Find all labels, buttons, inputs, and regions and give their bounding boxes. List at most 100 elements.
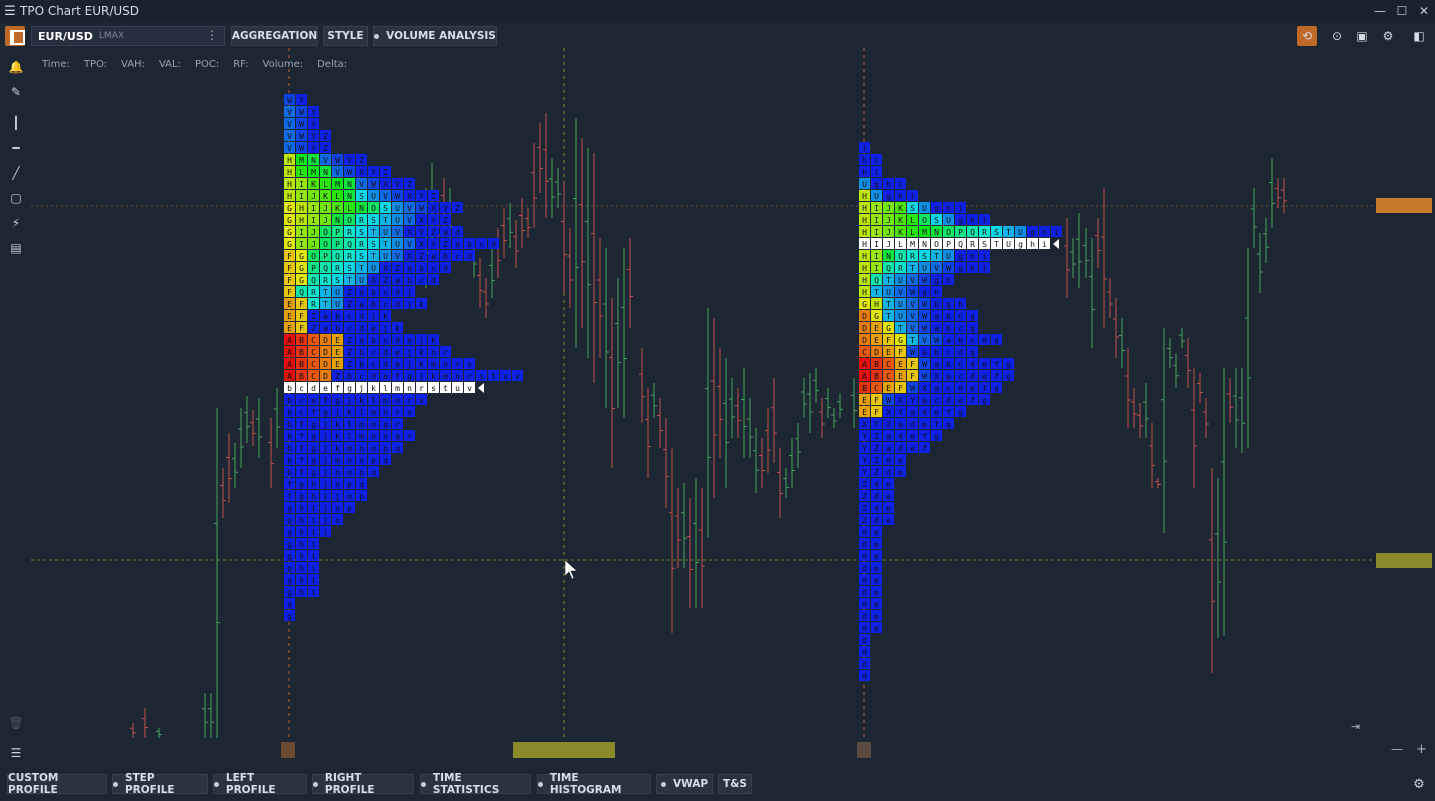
sidebar-toggle-icon[interactable]: ◧ bbox=[1413, 29, 1425, 43]
tpo-cell bbox=[308, 154, 319, 165]
maximize-icon[interactable]: ☐ bbox=[1396, 4, 1408, 18]
tpo-letter: g bbox=[934, 432, 939, 441]
instrument-selector[interactable]: EUR/USD LMAX ⋮ bbox=[31, 26, 225, 46]
tpo-letter: c bbox=[299, 408, 304, 417]
tpo-cell bbox=[308, 550, 319, 561]
profile-tool-button[interactable]: RIGHT PROFILE bbox=[312, 772, 414, 796]
profile-tool-button[interactable]: CUSTOM PROFILE bbox=[7, 772, 107, 796]
tpo-letter: S bbox=[371, 216, 376, 225]
tpo-letter: g bbox=[287, 588, 292, 597]
profile-tool-button[interactable]: TIME HISTOGRAM bbox=[537, 772, 651, 796]
vertical-line-icon[interactable]: ┃ bbox=[12, 116, 20, 130]
tpo-cell bbox=[332, 190, 343, 201]
tpo-letter: g bbox=[287, 600, 292, 609]
tpo-letter: d bbox=[970, 372, 975, 381]
more-options-icon[interactable]: ⋮ bbox=[206, 28, 218, 42]
tpo-letter: g bbox=[299, 492, 304, 501]
tpo-letter: e bbox=[970, 384, 975, 393]
style-button[interactable]: STYLE bbox=[323, 26, 368, 46]
close-icon[interactable]: ✕ bbox=[1418, 4, 1430, 18]
profile-tool-button[interactable]: VWAP bbox=[656, 774, 713, 794]
tpo-cell bbox=[284, 286, 295, 297]
zoom-in-icon[interactable]: + bbox=[1416, 742, 1427, 757]
tpo-cell bbox=[308, 322, 319, 333]
panel-toggle-button[interactable] bbox=[5, 26, 25, 46]
tpo-letter: T bbox=[910, 264, 915, 273]
aggregation-button[interactable]: AGGREGATION bbox=[231, 26, 318, 46]
tpo-cell bbox=[368, 442, 379, 453]
gear-icon[interactable]: ⚙ bbox=[1413, 776, 1425, 792]
tpo-cell bbox=[332, 394, 343, 405]
rectangle-icon[interactable]: ▢ bbox=[10, 191, 22, 205]
gear-icon[interactable]: ⚙ bbox=[1382, 29, 1394, 43]
crosshair-price-tag bbox=[1376, 553, 1432, 568]
tpo-cell bbox=[859, 202, 870, 213]
tpo-profile[interactable]: W YV W YV W YV W Y ZV W Y ZH M N V W Y ZH L M N V W X Y ZH I K L M N V W… bbox=[284, 94, 523, 621]
volume-analysis-button[interactable]: VOLUME ANALYSIS bbox=[373, 26, 497, 46]
tpo-cell bbox=[907, 250, 918, 261]
scroll-to-end-icon[interactable]: ⇥ bbox=[1351, 720, 1361, 733]
header-field: VAL: bbox=[158, 59, 181, 70]
trend-line-icon[interactable]: ╱ bbox=[12, 166, 20, 180]
profile-tool-button[interactable]: T&S bbox=[718, 774, 752, 794]
tpo-cell bbox=[344, 490, 355, 501]
tpo-cell bbox=[296, 406, 307, 417]
profile-tool-button[interactable]: LEFT PROFILE bbox=[213, 772, 307, 796]
tpo-cell bbox=[907, 406, 918, 417]
replay-icon[interactable]: ⟲ bbox=[1297, 26, 1317, 46]
horizontal-line-icon[interactable]: ━ bbox=[12, 141, 20, 155]
tpo-cell bbox=[284, 94, 295, 105]
tpo-cell bbox=[308, 394, 319, 405]
tpo-letter: h bbox=[1030, 240, 1035, 249]
tpo-cell bbox=[368, 190, 379, 201]
list-icon[interactable]: ☰ bbox=[10, 746, 22, 760]
price-axis[interactable] bbox=[1375, 48, 1435, 738]
tpo-cell bbox=[284, 466, 295, 477]
camera-icon[interactable]: ▣ bbox=[1356, 29, 1368, 43]
tpo-letter: Z bbox=[886, 420, 891, 429]
profile-tool-button[interactable]: TIME STATISTICS bbox=[420, 772, 531, 796]
mouse-icon[interactable]: ⊙ bbox=[1331, 29, 1343, 43]
profile-tool-button[interactable]: STEP PROFILE bbox=[112, 772, 208, 796]
tpo-letter: V bbox=[395, 252, 400, 261]
tpo-cell bbox=[428, 370, 439, 381]
tpo-letter: c bbox=[383, 288, 388, 297]
tpo-cell bbox=[284, 370, 295, 381]
tpo-letter: d bbox=[958, 348, 963, 357]
tpo-letter: N bbox=[934, 228, 939, 237]
tpo-letter: f bbox=[287, 492, 292, 501]
tpo-cell bbox=[308, 538, 319, 549]
tpo-letter: a bbox=[934, 312, 939, 321]
tpo-cell bbox=[967, 322, 978, 333]
tpo-cell bbox=[452, 202, 463, 213]
tpo-letter: D bbox=[323, 360, 328, 369]
tpo-letter: W bbox=[299, 132, 304, 141]
tpo-cell bbox=[344, 358, 355, 369]
bell-icon[interactable]: 🔔 bbox=[8, 60, 24, 74]
zoom-out-icon[interactable]: — bbox=[1391, 742, 1403, 756]
tpo-cell bbox=[380, 286, 391, 297]
pencil-icon[interactable]: ✎ bbox=[10, 85, 22, 99]
tpo-letter: a bbox=[407, 264, 412, 273]
minimize-icon[interactable]: — bbox=[1374, 4, 1386, 18]
tpo-cell bbox=[356, 190, 367, 201]
tpo-letter: W bbox=[922, 300, 927, 309]
tpo-letter: f bbox=[299, 444, 304, 453]
tpo-cell bbox=[416, 298, 427, 309]
hamburger-menu-icon[interactable]: ☰ bbox=[4, 3, 16, 19]
tpo-cell bbox=[404, 346, 415, 357]
tpo-cell bbox=[883, 214, 894, 225]
tpo-letter: l bbox=[383, 384, 388, 393]
tpo-cell bbox=[871, 430, 882, 441]
tpo-cell bbox=[284, 214, 295, 225]
tpo-letter: Z bbox=[383, 276, 388, 285]
chart-canvas[interactable]: W YV W YV W YV W Y ZV W Y ZH M N V W Y ZH L M N V W X Y ZH I K L M N V W… bbox=[31, 48, 1375, 738]
time-axis[interactable]: ⇥ — + bbox=[31, 720, 1427, 762]
trash-icon[interactable]: 🗑 bbox=[8, 716, 24, 730]
ruler-icon[interactable]: ▤ bbox=[10, 241, 22, 255]
fibonacci-icon[interactable]: ⚡ bbox=[11, 216, 21, 230]
tpo-cell bbox=[859, 634, 870, 645]
tpo-letter: X bbox=[407, 192, 412, 201]
